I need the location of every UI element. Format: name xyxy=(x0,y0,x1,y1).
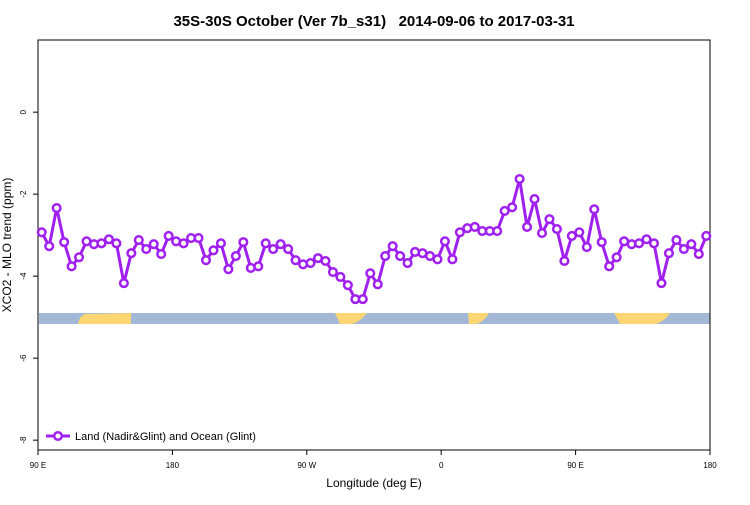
data-point xyxy=(36,227,47,238)
data-point xyxy=(544,214,555,225)
data-point xyxy=(439,236,450,247)
x-tick-label: 0 xyxy=(439,461,444,470)
plot-frame xyxy=(37,39,711,451)
data-point xyxy=(260,238,271,249)
y-tick-label: -8 xyxy=(19,436,28,444)
data-point xyxy=(566,230,577,242)
data-point xyxy=(447,254,458,265)
data-point xyxy=(492,226,503,237)
data-point xyxy=(686,239,697,250)
data-point xyxy=(589,204,600,215)
data-point xyxy=(103,234,114,245)
data-point xyxy=(604,261,615,272)
x-tick-label: 90 E xyxy=(30,461,46,470)
data-point xyxy=(96,238,107,249)
data-point xyxy=(215,238,226,249)
data-point xyxy=(283,244,294,255)
data-point xyxy=(380,251,391,262)
y-tick-label: -6 xyxy=(19,354,28,362)
data-point xyxy=(701,230,712,242)
data-point xyxy=(559,255,570,267)
data-point xyxy=(372,279,383,290)
data-point xyxy=(118,278,129,289)
data-point xyxy=(507,202,518,213)
data-point xyxy=(656,278,667,289)
data-point xyxy=(156,248,167,260)
data-point xyxy=(59,237,70,248)
land-patch xyxy=(78,313,131,324)
data-point xyxy=(469,221,480,233)
data-point xyxy=(574,227,585,238)
data-point xyxy=(641,234,652,245)
data-point xyxy=(163,230,174,242)
data-point xyxy=(499,205,510,217)
data-point xyxy=(357,294,368,305)
data-point xyxy=(268,244,279,255)
x-tick-label: 90 E xyxy=(567,461,583,470)
data-point xyxy=(522,221,533,233)
data-point xyxy=(141,244,152,255)
data-point xyxy=(275,239,286,250)
x-tick-label: 90 W xyxy=(297,461,316,470)
data-point xyxy=(671,235,682,246)
data-point xyxy=(342,280,353,291)
data-point xyxy=(253,261,264,272)
data-point xyxy=(193,232,204,244)
data-point xyxy=(693,248,704,260)
data-point xyxy=(44,241,55,252)
data-point xyxy=(327,267,338,278)
data-point xyxy=(402,257,413,269)
data-point xyxy=(611,252,622,263)
data-point xyxy=(454,227,465,238)
data-point xyxy=(529,194,540,205)
data-point xyxy=(551,223,562,235)
data-point xyxy=(200,255,212,266)
data-point xyxy=(230,251,241,262)
y-tick-label: 0 xyxy=(19,109,28,114)
land-patch xyxy=(614,313,670,324)
data-point xyxy=(432,254,443,265)
surface-strip xyxy=(39,313,710,324)
data-point xyxy=(74,252,85,263)
chart-title: 35S-30S October (Ver 7b_s31) 2014-09-06 … xyxy=(173,13,574,30)
data-point xyxy=(208,245,219,256)
x-tick-label: 180 xyxy=(703,461,717,470)
data-point xyxy=(581,242,592,253)
data-point xyxy=(238,237,249,248)
data-point xyxy=(320,255,331,267)
data-point xyxy=(678,244,689,255)
data-point xyxy=(178,238,189,249)
data-point xyxy=(126,248,137,259)
y-axis-label: XCO2 - MLO trend (ppm) xyxy=(0,178,14,313)
data-point xyxy=(663,248,674,259)
data-point xyxy=(514,173,525,185)
data-point xyxy=(387,241,398,252)
data-point xyxy=(596,237,607,248)
data-point xyxy=(111,238,122,249)
x-axis-label: Longitude (deg E) xyxy=(326,476,421,490)
land-patch xyxy=(468,313,489,324)
data-point xyxy=(335,271,346,283)
legend-label: Land (Nadir&Glint) and Ocean (Glint) xyxy=(75,431,256,443)
data-point xyxy=(395,251,406,262)
y-tick-label: -2 xyxy=(19,190,28,198)
data-point xyxy=(66,261,77,272)
data-point xyxy=(133,235,144,246)
x-tick-label: 180 xyxy=(166,461,180,470)
data-point xyxy=(305,257,316,269)
data-point xyxy=(290,255,301,266)
ocean-band xyxy=(39,313,710,324)
data-point xyxy=(223,264,234,275)
data-point xyxy=(536,228,548,239)
data-point xyxy=(51,203,62,214)
y-tick-label: -4 xyxy=(19,272,28,280)
legend-marker xyxy=(52,430,64,442)
data-point xyxy=(648,238,660,249)
data-point xyxy=(634,238,645,249)
data-point xyxy=(365,268,376,279)
data-point xyxy=(148,239,159,250)
land-patch xyxy=(335,313,367,324)
